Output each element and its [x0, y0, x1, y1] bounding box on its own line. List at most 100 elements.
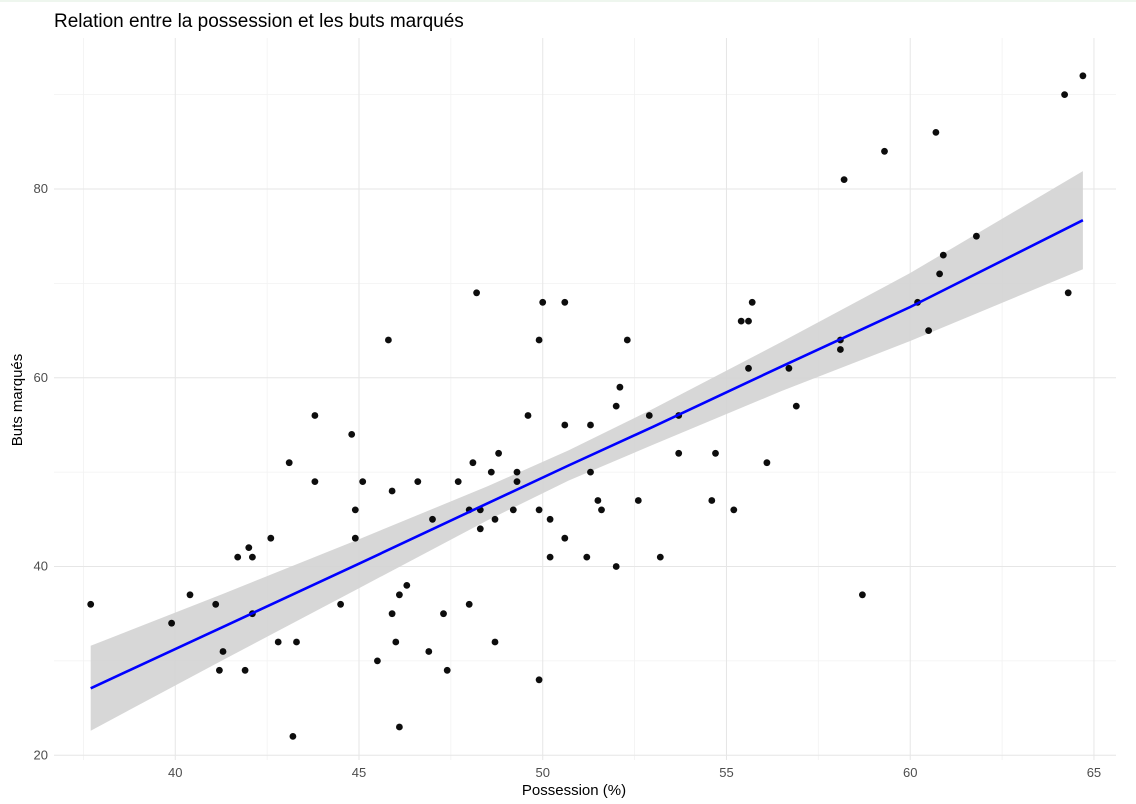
y-tick-label: 80	[34, 181, 48, 196]
data-point	[925, 327, 932, 334]
y-tick-label: 20	[34, 747, 48, 762]
data-point	[881, 147, 888, 155]
data-point	[535, 676, 543, 684]
data-point	[491, 638, 499, 646]
data-point	[837, 346, 844, 353]
data-point	[583, 553, 591, 561]
data-point	[712, 449, 719, 457]
data-point	[763, 459, 771, 467]
data-point	[429, 515, 436, 523]
data-point	[535, 506, 543, 514]
data-point	[168, 619, 176, 627]
x-axis-title: Possession (%)	[522, 782, 626, 799]
data-point	[535, 336, 543, 344]
data-point	[249, 553, 256, 561]
data-point	[396, 723, 403, 731]
data-point	[612, 563, 620, 570]
data-point	[241, 666, 249, 674]
data-point	[388, 610, 396, 618]
data-point	[737, 317, 745, 325]
x-tick-labels: 40 45 50 55 60 65	[168, 765, 1101, 780]
data-point	[267, 534, 275, 542]
data-point	[388, 487, 396, 495]
data-point	[509, 506, 517, 514]
data-point	[212, 600, 220, 608]
chart-title: Relation entre la possession et les buts…	[54, 11, 464, 32]
data-point	[311, 478, 319, 485]
data-point	[932, 129, 940, 136]
data-point	[425, 648, 433, 655]
data-point	[785, 364, 793, 372]
data-point	[403, 582, 411, 589]
data-point	[351, 506, 359, 514]
data-point	[561, 534, 569, 542]
data-point	[708, 497, 716, 504]
data-point	[561, 298, 569, 306]
data-point	[1079, 72, 1087, 80]
data-point	[524, 412, 532, 419]
y-axis-title: Buts marqués	[9, 354, 26, 447]
regression-line	[90, 219, 1084, 690]
data-point	[473, 289, 480, 297]
data-point	[374, 657, 381, 665]
y-tick-label: 40	[34, 559, 48, 574]
data-point	[392, 638, 400, 646]
data-point	[840, 176, 848, 184]
confidence-band	[90, 171, 1083, 731]
data-point	[274, 638, 282, 646]
data-point	[1061, 91, 1068, 98]
data-point	[469, 459, 477, 467]
data-point	[351, 534, 359, 542]
data-point	[616, 383, 624, 391]
data-point	[87, 600, 95, 608]
data-point	[414, 478, 422, 485]
data-point	[476, 525, 484, 533]
data-point	[513, 468, 521, 476]
x-tick-label: 65	[1087, 765, 1101, 780]
data-point	[973, 232, 980, 240]
x-tick-label: 55	[719, 765, 733, 780]
data-point	[730, 506, 738, 514]
data-point	[348, 431, 356, 438]
data-point	[234, 553, 242, 561]
data-point	[465, 600, 473, 608]
data-point	[745, 317, 752, 325]
data-point	[513, 478, 521, 485]
data-point	[748, 298, 756, 306]
data-point	[587, 468, 594, 476]
data-point	[1064, 289, 1072, 297]
data-point	[645, 412, 653, 419]
data-points	[87, 72, 1087, 740]
data-point	[634, 497, 642, 504]
x-tick-label: 60	[903, 765, 917, 780]
data-point	[443, 666, 451, 674]
data-point	[656, 553, 664, 561]
data-point	[587, 421, 594, 429]
data-point	[454, 478, 462, 485]
y-tick-label: 60	[34, 370, 48, 385]
data-point	[745, 364, 752, 372]
x-tick-label: 40	[168, 765, 182, 780]
data-point	[612, 402, 620, 410]
x-tick-label: 50	[536, 765, 550, 780]
data-point	[440, 610, 447, 618]
data-point	[546, 553, 554, 561]
data-point	[623, 336, 631, 344]
data-point	[293, 638, 300, 646]
data-point	[289, 733, 297, 740]
data-point	[359, 478, 367, 485]
data-point	[285, 459, 293, 467]
data-point	[546, 515, 554, 523]
data-point	[859, 591, 866, 599]
data-point	[495, 449, 502, 457]
data-point	[491, 515, 499, 523]
data-point	[337, 600, 344, 608]
data-point	[385, 336, 392, 344]
top-border	[0, 0, 1136, 2]
x-tick-label: 45	[352, 765, 366, 780]
data-point	[598, 506, 605, 514]
data-point	[936, 270, 943, 278]
data-point	[186, 591, 194, 599]
y-tick-labels: 20 40 60 80	[34, 181, 48, 762]
grid-minor	[54, 38, 1116, 760]
